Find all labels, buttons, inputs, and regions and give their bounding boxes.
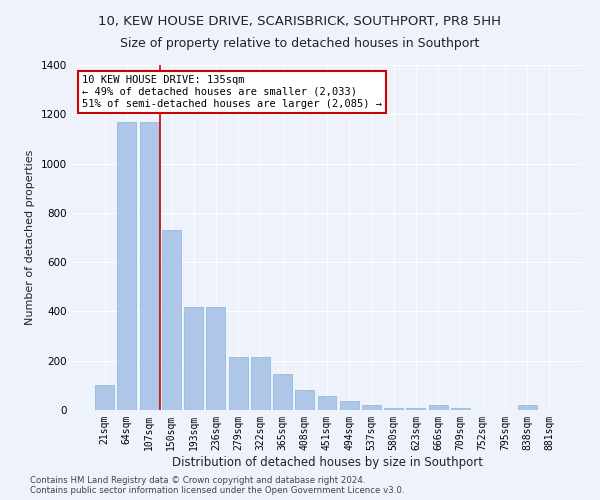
Bar bbox=[317, 396, 337, 410]
Bar bbox=[118, 122, 136, 410]
Bar bbox=[273, 374, 292, 410]
Bar bbox=[95, 386, 114, 410]
Y-axis label: Number of detached properties: Number of detached properties bbox=[25, 150, 35, 325]
Text: 10 KEW HOUSE DRIVE: 135sqm
← 49% of detached houses are smaller (2,033)
51% of s: 10 KEW HOUSE DRIVE: 135sqm ← 49% of deta… bbox=[82, 76, 382, 108]
Bar bbox=[362, 405, 381, 410]
Bar bbox=[406, 408, 425, 410]
Bar bbox=[162, 230, 181, 410]
Bar bbox=[184, 306, 203, 410]
Bar bbox=[451, 408, 470, 410]
Bar bbox=[140, 122, 158, 410]
Text: 10, KEW HOUSE DRIVE, SCARISBRICK, SOUTHPORT, PR8 5HH: 10, KEW HOUSE DRIVE, SCARISBRICK, SOUTHP… bbox=[98, 15, 502, 28]
Bar bbox=[340, 402, 359, 410]
Bar bbox=[206, 306, 225, 410]
Bar bbox=[251, 357, 270, 410]
Bar bbox=[229, 357, 248, 410]
Text: Contains HM Land Registry data © Crown copyright and database right 2024.
Contai: Contains HM Land Registry data © Crown c… bbox=[30, 476, 404, 495]
Bar bbox=[384, 408, 403, 410]
X-axis label: Distribution of detached houses by size in Southport: Distribution of detached houses by size … bbox=[172, 456, 482, 468]
Bar bbox=[295, 390, 314, 410]
Bar bbox=[518, 405, 536, 410]
Bar bbox=[429, 405, 448, 410]
Text: Size of property relative to detached houses in Southport: Size of property relative to detached ho… bbox=[121, 38, 479, 51]
